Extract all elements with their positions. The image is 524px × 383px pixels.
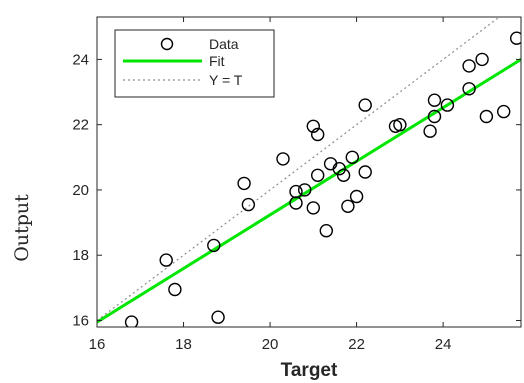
data-point xyxy=(345,150,359,165)
data-point xyxy=(289,196,303,210)
data-point xyxy=(168,282,182,297)
data-point xyxy=(341,199,355,214)
legend-marker-data xyxy=(160,37,174,51)
data-point xyxy=(427,93,442,107)
y-tick-label: 18 xyxy=(72,247,89,264)
x-tick-label: 18 xyxy=(175,336,192,353)
data-point xyxy=(311,168,325,183)
data-point xyxy=(241,197,256,212)
x-axis-label: Target xyxy=(281,360,338,381)
data-point xyxy=(332,161,346,176)
legend-label-identity: Y = T xyxy=(209,72,243,88)
legend-label-fit: Fit xyxy=(209,53,225,69)
legend-label-data: Data xyxy=(209,36,239,52)
data-point xyxy=(440,98,455,112)
identity-line xyxy=(97,17,500,321)
fit-line xyxy=(97,58,521,324)
y-axis-label: Output xyxy=(11,194,33,262)
data-point xyxy=(393,117,407,132)
y-tick-label: 20 xyxy=(72,182,89,199)
data-point xyxy=(475,52,489,67)
data-point xyxy=(497,104,511,119)
x-tick-label: 24 xyxy=(435,336,452,353)
x-tick-label: 22 xyxy=(348,336,365,353)
data-point xyxy=(319,223,333,238)
plot-frame xyxy=(96,16,522,328)
data-point xyxy=(358,165,372,179)
y-tick-label: 24 xyxy=(72,51,89,68)
data-point xyxy=(276,152,290,166)
data-point xyxy=(306,201,320,215)
legend-box xyxy=(114,29,275,98)
data-point xyxy=(427,109,442,124)
data-point xyxy=(336,168,351,183)
data-point xyxy=(207,238,221,253)
data-point xyxy=(358,98,372,112)
data-point xyxy=(124,315,139,327)
data-point xyxy=(479,109,494,124)
data-point xyxy=(311,127,325,142)
data-point xyxy=(510,31,521,45)
data-point xyxy=(159,253,173,267)
y-tick-label: 22 xyxy=(72,117,89,134)
x-tick-label: 16 xyxy=(89,336,106,353)
data-point xyxy=(462,82,476,96)
data-point xyxy=(306,119,320,134)
data-point xyxy=(462,59,476,73)
data-point xyxy=(423,124,437,138)
data-point xyxy=(349,189,364,204)
data-point xyxy=(211,310,225,324)
data-point xyxy=(237,176,251,191)
x-tick-label: 20 xyxy=(262,336,279,353)
y-tick-label: 16 xyxy=(72,312,89,329)
legend: Data Fit Y = T xyxy=(114,29,275,98)
data-point xyxy=(298,183,312,197)
